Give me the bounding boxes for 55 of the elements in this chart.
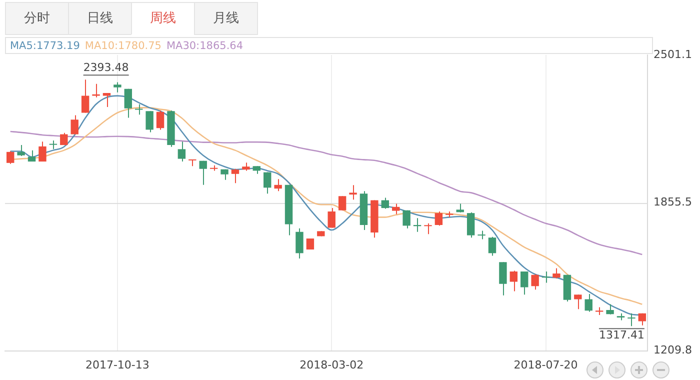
tab: 分时: [5, 2, 69, 35]
y-tick-label: 2501.1: [654, 48, 692, 61]
candlestick: [17, 144, 25, 157]
candlestick: [178, 141, 186, 162]
candlestick: [574, 294, 582, 310]
tab: 月线: [194, 2, 258, 35]
candlestick: [146, 110, 154, 133]
candlestick: [231, 168, 240, 184]
candlestick: [531, 274, 539, 290]
candlestick: [6, 150, 14, 164]
candlestick: [584, 293, 592, 312]
tab: 周线: [131, 2, 195, 35]
candlestick: [542, 270, 550, 284]
candlestick: [38, 141, 46, 162]
line-series: [10, 130, 643, 256]
candlestick: [466, 212, 475, 238]
candlestick: [264, 172, 272, 194]
text: MA5:1773.19: [10, 40, 80, 52]
candlestick: [488, 236, 496, 256]
candlestick: [296, 228, 304, 259]
candlestick: [510, 270, 518, 292]
candlestick: [402, 210, 410, 229]
y-tick-label: 1855.5: [654, 196, 692, 209]
tab: 日线: [68, 2, 132, 35]
candlestick: [92, 83, 100, 98]
candlestick: [552, 268, 560, 279]
candlestick: [424, 222, 432, 235]
candlestick: [628, 312, 636, 327]
candlestick: [328, 208, 336, 228]
annotation: 2393.48: [83, 61, 129, 74]
candlestick: [520, 270, 528, 296]
candlestick: [606, 304, 614, 315]
x-tick-label: 2018-03-02: [300, 358, 364, 372]
candlestick: [124, 88, 132, 118]
text: MA30:1865.64: [166, 40, 244, 52]
x-tick-label: 2018-07-20: [514, 358, 578, 372]
candlestick: [434, 210, 443, 226]
candlestick: [102, 92, 111, 108]
candlestick: [338, 196, 346, 211]
candlestick: [135, 104, 143, 116]
y-tick-label: 1209.8: [654, 344, 692, 357]
x-tick-label: 2017-10-13: [85, 358, 150, 372]
candlestick: [199, 160, 207, 186]
candlestick: [381, 197, 390, 210]
candlestick: [114, 82, 122, 93]
text: MA10:1780.75: [84, 40, 162, 52]
annotation: 1317.41: [598, 328, 644, 342]
candlestick: [70, 114, 78, 135]
candlestick: [499, 262, 507, 296]
candlestick: [274, 178, 282, 192]
candlestick: [81, 79, 90, 114]
candlestick: [349, 184, 357, 200]
candlestick: [60, 132, 68, 146]
candlestick: [392, 203, 400, 215]
candlestick: [156, 110, 164, 130]
